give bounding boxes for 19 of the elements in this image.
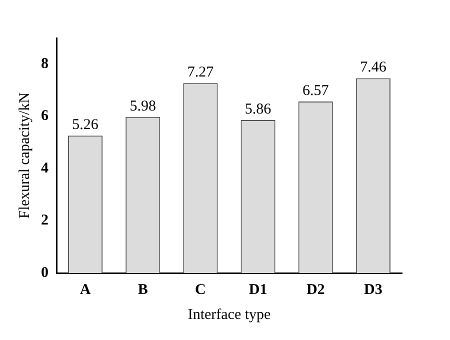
- x-tick-label: D3: [364, 282, 382, 298]
- y-tick-label: 6: [41, 108, 49, 124]
- data-label: 5.26: [72, 117, 99, 134]
- y-tick-label: 4: [41, 160, 49, 176]
- x-tick-label: D1: [248, 282, 268, 298]
- y-tick-label: 0: [41, 264, 48, 281]
- data-label: 7.27: [187, 64, 214, 81]
- data-label: 6.57: [302, 82, 330, 99]
- y-tick-label: 8: [41, 56, 48, 72]
- x-axis-title: Interface type: [188, 306, 272, 323]
- x-tick-label: B: [138, 282, 148, 298]
- y-tick-label: 2: [41, 212, 48, 229]
- x-tick-label: D2: [306, 282, 325, 298]
- data-label: 5.98: [130, 98, 156, 114]
- x-tick-label: A: [80, 282, 91, 298]
- data-label: 5.86: [244, 101, 272, 118]
- y-axis-title: Flexural capacity/kN: [16, 92, 33, 219]
- data-label: 7.46: [360, 60, 387, 76]
- x-tick-label: C: [195, 282, 206, 298]
